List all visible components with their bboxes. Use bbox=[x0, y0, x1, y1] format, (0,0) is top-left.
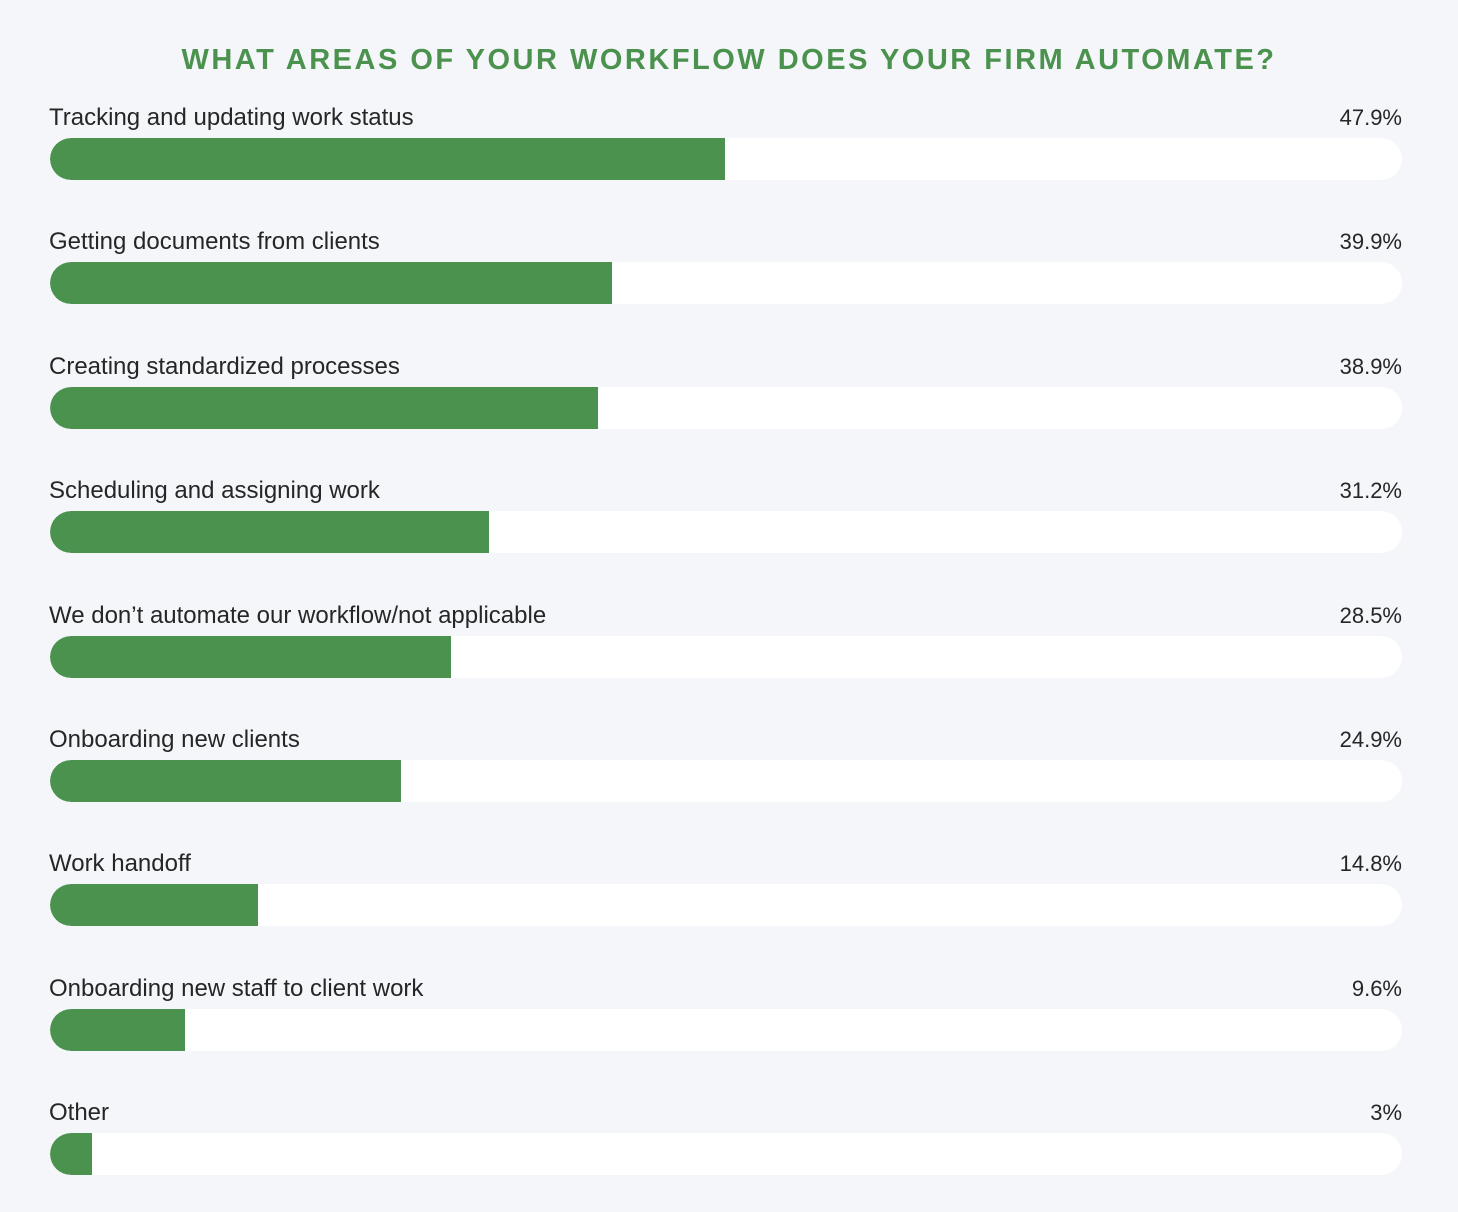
bar-value-label: 3% bbox=[1370, 1100, 1402, 1126]
bar-value-label: 47.9% bbox=[1339, 105, 1402, 130]
bar-row: Other 3% bbox=[49, 1099, 1402, 1193]
bar-row: Creating standardized processes 38.9% bbox=[49, 353, 1402, 447]
bar-row: Onboarding new clients 24.9% bbox=[49, 726, 1402, 820]
bar-row: Getting documents from clients 39.9% bbox=[49, 228, 1402, 322]
bar-row: Onboarding new staff to client work 9.6% bbox=[49, 975, 1402, 1069]
bar-track bbox=[50, 884, 1402, 927]
bar-label: Tracking and updating work status bbox=[49, 104, 414, 131]
bar-label: Getting documents from clients bbox=[49, 228, 380, 256]
bar-label: Scheduling and assigning work bbox=[49, 477, 380, 505]
bar-track bbox=[50, 262, 1402, 305]
bar-label: Creating standardized processes bbox=[49, 352, 400, 380]
bar-fill bbox=[50, 760, 401, 802]
bar-fill bbox=[50, 884, 258, 927]
bar-row: We don’t automate our workflow/not appli… bbox=[49, 602, 1402, 696]
bar-label: Onboarding new clients bbox=[49, 726, 300, 753]
bar-fill bbox=[50, 1133, 92, 1176]
bar-fill bbox=[50, 635, 451, 678]
bar-label: Other bbox=[49, 1099, 110, 1127]
bar-value-label: 14.8% bbox=[1339, 851, 1402, 877]
bar-row: Scheduling and assigning work 31.2% bbox=[49, 477, 1402, 571]
bar-value-label: 28.5% bbox=[1339, 602, 1402, 628]
bar-label: Work handoff bbox=[49, 850, 191, 878]
bar-fill bbox=[50, 1008, 185, 1051]
bar-fill bbox=[50, 138, 725, 180]
bar-label: We don’t automate our workflow/not appli… bbox=[49, 601, 547, 629]
bar-row: Work handoff 14.8% bbox=[49, 850, 1402, 944]
bar-value-label: 9.6% bbox=[1351, 975, 1402, 1001]
bar-track bbox=[50, 1008, 1402, 1051]
bar-track bbox=[50, 138, 1402, 180]
bar-value-label: 24.9% bbox=[1339, 727, 1402, 752]
chart-title: WHAT AREAS OF YOUR WORKFLOW DOES YOUR FI… bbox=[181, 44, 1277, 76]
bar-value-label: 31.2% bbox=[1339, 478, 1402, 504]
bar-fill bbox=[50, 511, 489, 554]
bar-label: Onboarding new staff to client work bbox=[49, 974, 424, 1002]
bar-track bbox=[50, 511, 1402, 554]
bar-fill bbox=[50, 386, 598, 429]
bar-track bbox=[50, 760, 1402, 802]
bar-value-label: 39.9% bbox=[1339, 229, 1402, 255]
bar-track bbox=[50, 1133, 1402, 1176]
bar-fill bbox=[50, 262, 612, 305]
bar-row: Tracking and updating work status 47.9% bbox=[49, 104, 1402, 198]
bar-track bbox=[50, 635, 1402, 678]
bar-track bbox=[50, 386, 1402, 429]
bar-value-label: 38.9% bbox=[1339, 353, 1402, 379]
